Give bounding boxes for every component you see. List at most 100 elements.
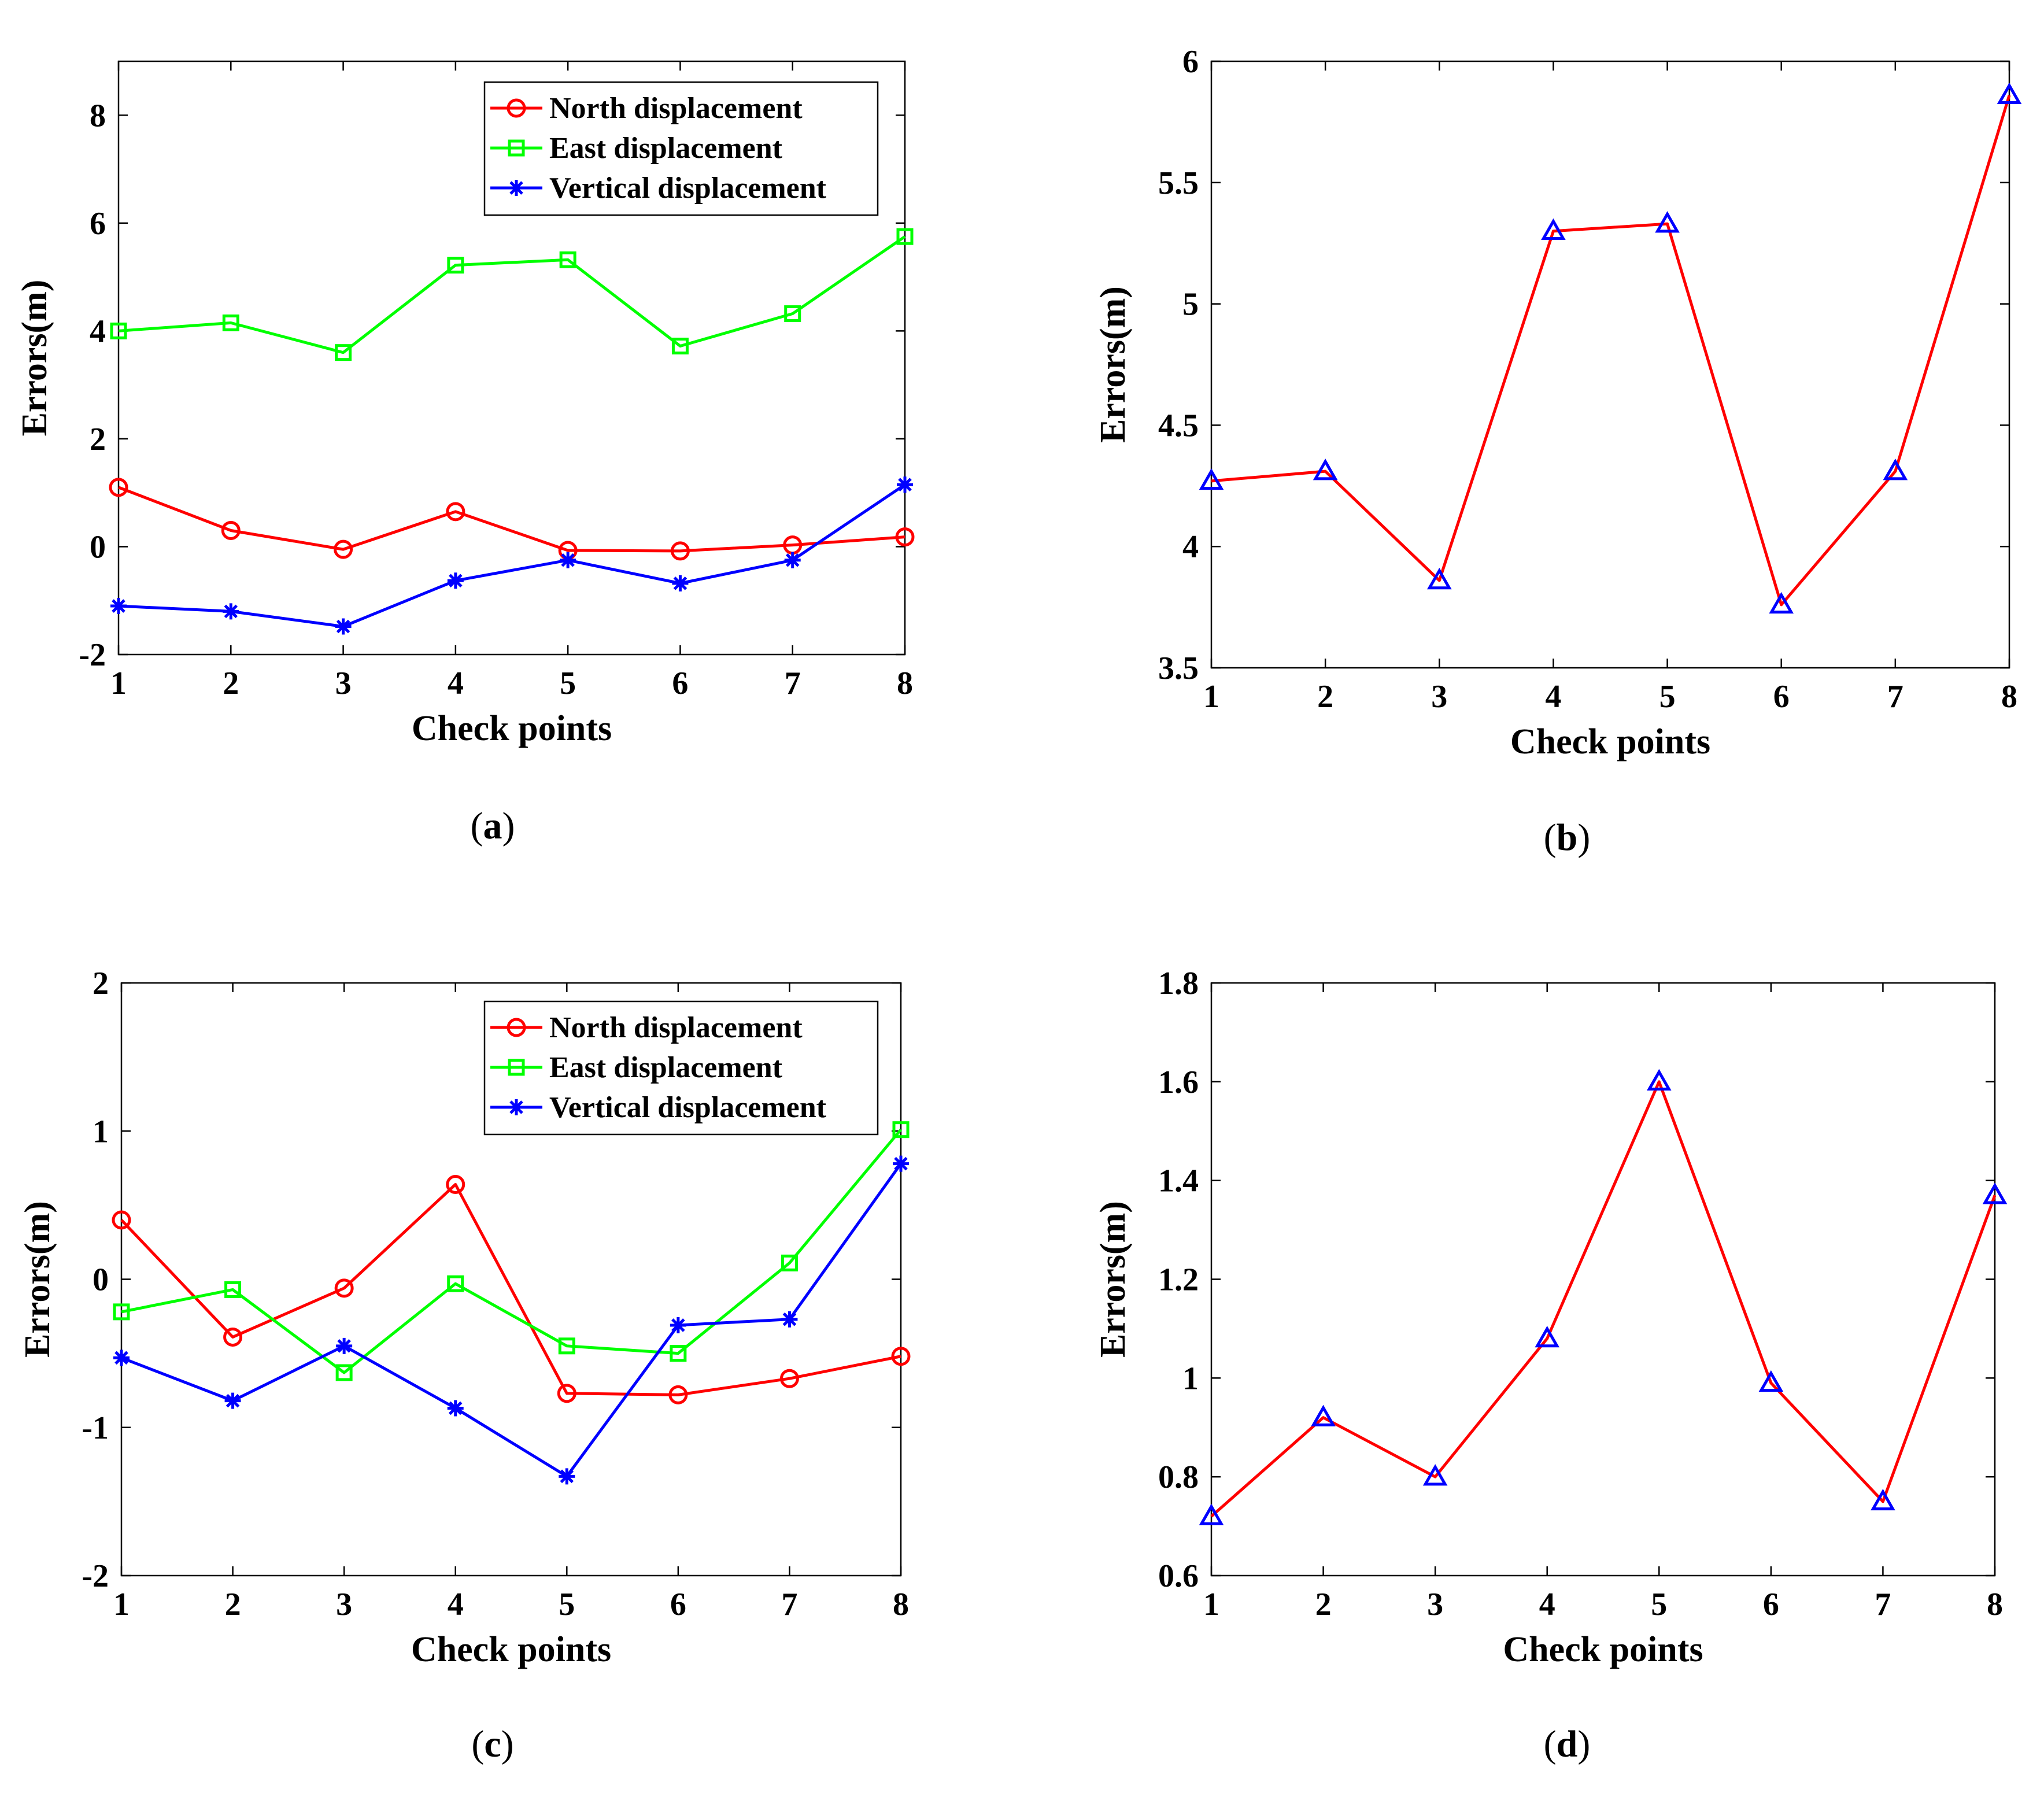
panel-a-y-tick-label: -2 (79, 637, 106, 673)
panel-b-series-1-point-4 (1541, 218, 1566, 240)
panel-a-legend-label-2: East displacement (549, 132, 783, 165)
panel-a-x-axis-label: Check points (412, 709, 612, 748)
panel-a-x-tick-label: 6 (672, 666, 688, 701)
panel-a-caption-letter: a (483, 805, 502, 847)
panel-d-y-axis-label: Errors(m) (1093, 1201, 1133, 1358)
panel-b-series-1-point-1 (1199, 468, 1224, 490)
panel-c-series-3-point-4 (447, 1400, 464, 1417)
panel-a-series-1-point-8 (895, 527, 915, 547)
panel-a-series-2-point-2 (222, 314, 239, 331)
panel-d-x-tick-label: 8 (1987, 1587, 2003, 1622)
panel-b-x-tick-label: 5 (1659, 679, 1676, 715)
panel-c-y-tick-label: 0 (93, 1262, 109, 1298)
panel-c-series-2-point-1 (113, 1303, 130, 1321)
panel-c-series-2-point-2 (224, 1281, 242, 1298)
panel-d-y-tick-label: 1.6 (1158, 1064, 1199, 1100)
panel-a-series-2-point-4 (447, 257, 464, 274)
panel-d-series-1-point-2 (1311, 1404, 1336, 1426)
panel-d-series-1-point-4 (1535, 1325, 1560, 1348)
panel-d-series-1-point-1 (1199, 1503, 1224, 1525)
panel-a-series-2-point-3 (335, 344, 352, 361)
panel-d-y-tick-label: 1.8 (1158, 966, 1199, 1001)
panel-a-series-3-point-7 (784, 552, 801, 568)
panel-d-caption-letter: d (1557, 1723, 1578, 1765)
panel-c-series-2-line (121, 1129, 902, 1374)
panel-a-series-2-point-1 (110, 322, 127, 339)
panel-b-y-tick-label: 5 (1182, 287, 1199, 323)
panel-c-plot: 1 2 3 4 5 6 7 8 -2 -1 0 1 2 Check points Errors(m) Nort… (18, 966, 911, 1669)
panel-b: 1 2 3 4 5 6 7 8 3.5 4 4.5 5 5.5 6 Check points Errors(m… (1093, 44, 2022, 859)
panel-a-legend-marker-1 (507, 98, 526, 118)
panel-b-caption-letter: b (1557, 816, 1578, 859)
panel-d-x-tick-label: 5 (1651, 1587, 1667, 1622)
panel-b-series-1-point-2 (1313, 459, 1338, 480)
panel-c-series-3-point-3 (336, 1337, 353, 1354)
panel-a-legend-marker-3 (508, 180, 524, 196)
panel-a-legend-label-1: North displacement (549, 92, 803, 125)
panel-a-series-1-point-2 (221, 520, 241, 540)
panel-d-x-tick-label: 2 (1315, 1587, 1332, 1622)
panel-b-series-1-point-3 (1426, 567, 1452, 590)
panel-c: 1 2 3 4 5 6 7 8 -2 -1 0 1 2 Check points Errors(m) Nort… (18, 966, 911, 1765)
panel-a-x-tick-label: 4 (448, 666, 464, 701)
panel-c-series-2-point-4 (447, 1275, 464, 1292)
panel-c-series-2-point-6 (670, 1345, 687, 1362)
panel-d-plot: 1 2 3 4 5 6 7 8 0.6 0.8 1 1.2 1.4 1.6 1.8 Check points E… (1093, 966, 2008, 1669)
panel-b-series-1-point-5 (1655, 211, 1680, 233)
panel-b-y-tick-label: 4.5 (1158, 408, 1199, 443)
panel-b-y-axis-label: Errors(m) (1093, 286, 1133, 443)
panel-b-caption: (b) (1544, 816, 1591, 859)
panel-a-series-1-point-1 (109, 478, 128, 497)
panel-b-series-1-point-7 (1883, 459, 1908, 480)
panel-c-series-2-point-7 (781, 1254, 798, 1271)
panel-d-x-tick-label: 1 (1203, 1587, 1219, 1622)
panel-d-series-1-point-3 (1422, 1464, 1448, 1486)
panel-c-x-tick-label: 4 (448, 1587, 464, 1622)
panel-c-series-2-point-3 (335, 1364, 353, 1381)
panel-a-series-2-line (118, 235, 906, 354)
panel-c-series-1-point-3 (334, 1278, 354, 1298)
panel-c-series-1-point-4 (446, 1175, 465, 1194)
panel-a-y-tick-label: 0 (90, 529, 106, 565)
panel-a-series-1-line (118, 486, 905, 553)
panel-c-y-axis-label: Errors(m) (18, 1201, 57, 1358)
panel-a-x-tick-label: 2 (223, 666, 239, 701)
panel-c-series-3-point-8 (893, 1155, 909, 1172)
panel-c-legend-box (483, 1000, 879, 1136)
panel-b-x-tick-label: 4 (1545, 679, 1561, 715)
panel-a-legend-box (483, 81, 879, 216)
panel-c-legend-label-2: East displacement (549, 1051, 783, 1084)
panel-a-y-tick-label: 6 (90, 206, 106, 242)
panel-c-series-2-point-8 (892, 1121, 910, 1138)
panel-c-y-tick-label: -2 (82, 1558, 109, 1594)
panel-d-x-tick-label: 3 (1427, 1587, 1443, 1622)
panel-a-caption: (a) (471, 805, 515, 847)
panel-b-x-tick-label: 8 (2001, 679, 2017, 715)
panel-c-series-3-point-1 (113, 1350, 130, 1366)
panel-c-y-tick-label: -1 (82, 1410, 109, 1446)
panel-c-legend-marker-1 (507, 1018, 526, 1037)
panel-a-series-1-point-4 (446, 502, 465, 522)
panel-d-series-1-point-6 (1758, 1370, 1784, 1392)
panel-b-series-1-point-6 (1769, 591, 1794, 614)
panel-c-x-tick-label: 8 (893, 1587, 909, 1622)
panel-c-x-tick-label: 6 (670, 1587, 686, 1622)
panel-c-y-tick-label: 1 (93, 1114, 109, 1149)
panel-a-series-3-point-4 (447, 572, 464, 589)
panel-d-x-tick-label: 7 (1875, 1587, 1891, 1622)
panel-d-x-axis-label: Check points (1503, 1630, 1703, 1669)
panel-b-x-tick-label: 2 (1317, 679, 1333, 715)
panel-a-series-3-point-1 (110, 598, 127, 615)
panel-c-caption: (c) (471, 1723, 513, 1765)
panel-d-y-tick-label: 1.2 (1158, 1262, 1199, 1298)
panel-b-y-tick-label: 3.5 (1158, 650, 1199, 686)
panel-d-series-1-point-5 (1646, 1069, 1672, 1091)
panel-c-legend-marker-2 (508, 1059, 525, 1076)
panel-c-x-axis-label: Check points (411, 1630, 611, 1669)
panel-c-series-1-point-7 (779, 1369, 799, 1388)
panel-a-x-tick-label: 5 (560, 666, 576, 701)
panel-d-caption: (d) (1544, 1723, 1591, 1765)
panel-d-x-tick-label: 4 (1539, 1587, 1555, 1622)
panel-c-y-tick-label: 2 (93, 966, 109, 1001)
